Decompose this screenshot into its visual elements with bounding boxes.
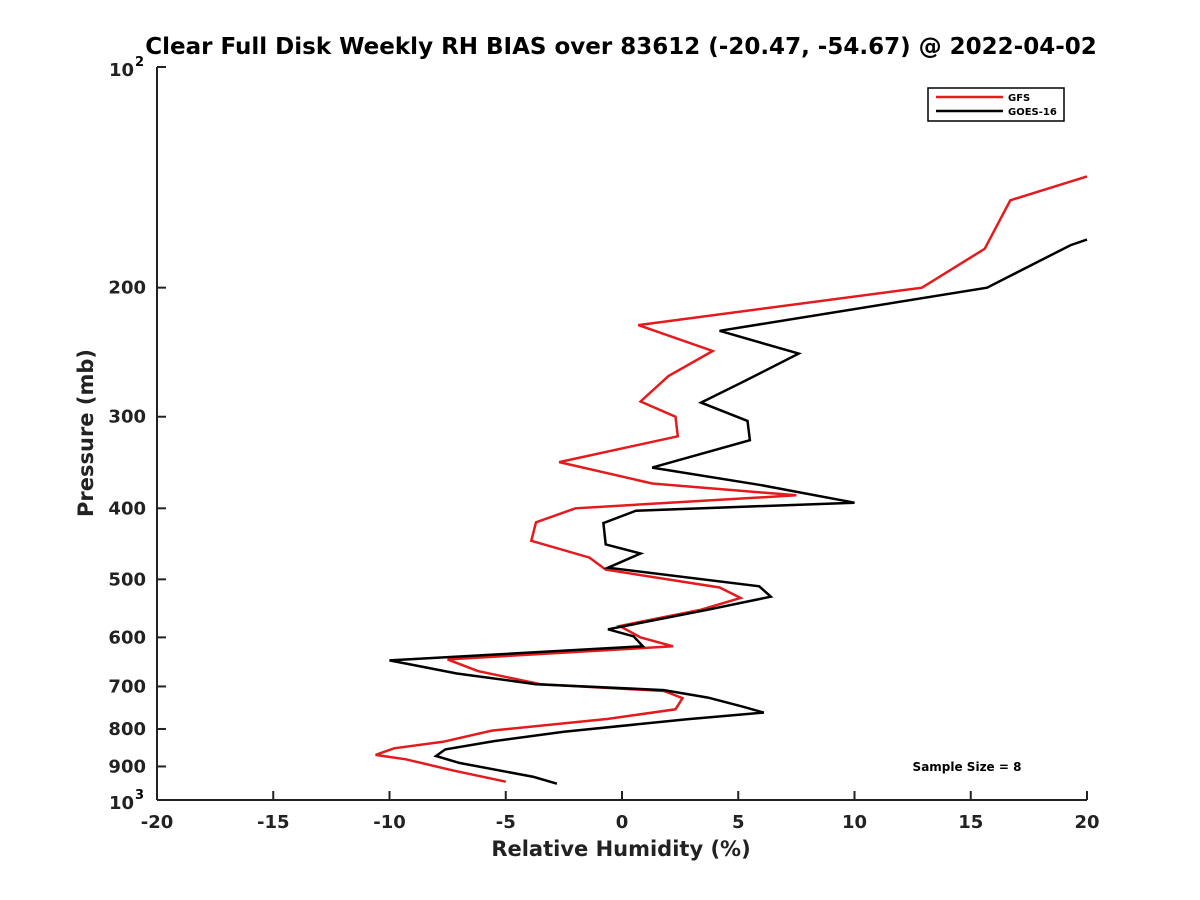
x-tick-label: -5	[496, 812, 516, 833]
y-tick-label: 10	[109, 793, 134, 814]
y-tick-label: 10	[109, 60, 134, 81]
series-line-gfs	[375, 175, 1088, 783]
y-tick-exponent: 3	[135, 788, 144, 803]
x-tick-label: -15	[257, 812, 290, 833]
x-axis-label: Relative Humidity (%)	[491, 837, 750, 861]
legend-box	[927, 87, 1065, 122]
y-tick-label: 300	[108, 407, 146, 428]
x-tick-label: 0	[616, 812, 629, 833]
y-axis-label: Pressure (mb)	[74, 349, 98, 517]
y-tick-label: 400	[108, 498, 146, 519]
legend-label-goes16: GOES-16	[1008, 107, 1057, 118]
x-tick-label: -20	[141, 812, 174, 833]
x-tick-label: 20	[1074, 812, 1099, 833]
y-tick-label: 500	[108, 569, 146, 590]
y-tick-label: 200	[108, 278, 146, 299]
y-tick-exponent: 2	[135, 55, 144, 70]
x-tick-label: 5	[732, 812, 745, 833]
x-tick-label: 15	[958, 812, 983, 833]
y-tick-label: 800	[108, 719, 146, 740]
series-layer	[375, 175, 1088, 785]
legend: GFS GOES-16	[927, 87, 1065, 122]
y-tick-label: 900	[108, 756, 146, 777]
sample-size-annotation: Sample Size = 8	[913, 760, 1022, 774]
chart-title: Clear Full Disk Weekly RH BIAS over 8361…	[145, 34, 1097, 60]
y-tick-label: 600	[108, 627, 146, 648]
x-tick-label: -10	[373, 812, 406, 833]
x-axis-ticks: -20 -15 -10 -5 0 5 10 15 20	[141, 791, 1100, 833]
legend-label-gfs: GFS	[1008, 93, 1030, 104]
y-tick-label: 700	[108, 676, 146, 697]
x-tick-label: 10	[842, 812, 867, 833]
series-line-goes16	[389, 238, 1088, 785]
